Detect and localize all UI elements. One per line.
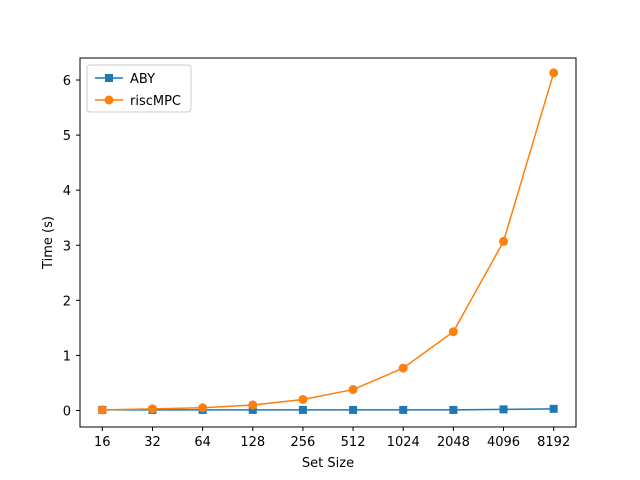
legend-marker-aby (105, 74, 113, 82)
legend: ABY riscMPC (86, 64, 192, 113)
x-tick-label: 32 (144, 435, 161, 450)
data-point-riscmpc (499, 236, 509, 246)
data-point-riscmpc (147, 404, 157, 414)
y-tick-label: 3 (63, 239, 71, 254)
data-point-riscmpc (298, 394, 308, 404)
y-axis-label: Time (s) (41, 216, 56, 270)
x-tick-label: 8192 (537, 435, 570, 450)
legend-item-riscmpc: riscMPC (95, 94, 181, 109)
x-tick-label: 1024 (387, 435, 420, 450)
data-point-aby (298, 405, 307, 414)
x-tick-label: 128 (240, 435, 265, 450)
data-point-riscmpc (549, 68, 559, 78)
x-tick-label: 2048 (437, 435, 470, 450)
data-point-aby (248, 405, 257, 414)
data-point-aby (549, 404, 558, 413)
series-layer (97, 68, 559, 415)
y-tick-label: 5 (63, 129, 71, 144)
plot-frame (79, 57, 577, 428)
data-point-aby (349, 405, 358, 414)
x-tick-label: 16 (94, 435, 111, 450)
x-tick-label: 256 (291, 435, 316, 450)
y-tick-label: 6 (63, 74, 71, 89)
x-axis-ticks: 16 32 64 128 256 512 1024 2048 4096 8192 (94, 427, 570, 450)
data-point-riscmpc (248, 400, 258, 410)
data-point-aby (399, 405, 408, 414)
y-tick-label: 0 (63, 404, 71, 419)
data-point-riscmpc (398, 363, 408, 373)
legend-label-riscmpc: riscMPC (130, 94, 181, 109)
series-line-aby (102, 408, 554, 411)
data-point-riscmpc (97, 405, 107, 415)
x-axis-label: Set Size (302, 456, 354, 471)
y-tick-label: 4 (63, 184, 71, 199)
data-point-riscmpc (448, 327, 458, 337)
y-tick-label: 2 (63, 294, 71, 309)
data-point-aby (499, 405, 508, 414)
x-tick-label: 4096 (487, 435, 520, 450)
legend-label-aby: ABY (130, 72, 155, 87)
data-point-aby (449, 405, 458, 414)
legend-item-aby: ABY (95, 72, 155, 87)
data-point-riscmpc (348, 385, 358, 395)
x-tick-label: 64 (194, 435, 211, 450)
data-point-riscmpc (198, 403, 208, 413)
series-line-riscmpc (102, 72, 555, 411)
legend-marker-riscmpc (104, 95, 114, 105)
y-axis-ticks: 0 1 2 3 4 5 6 (63, 74, 80, 419)
x-tick-label: 512 (341, 435, 366, 450)
y-tick-label: 1 (63, 349, 71, 364)
